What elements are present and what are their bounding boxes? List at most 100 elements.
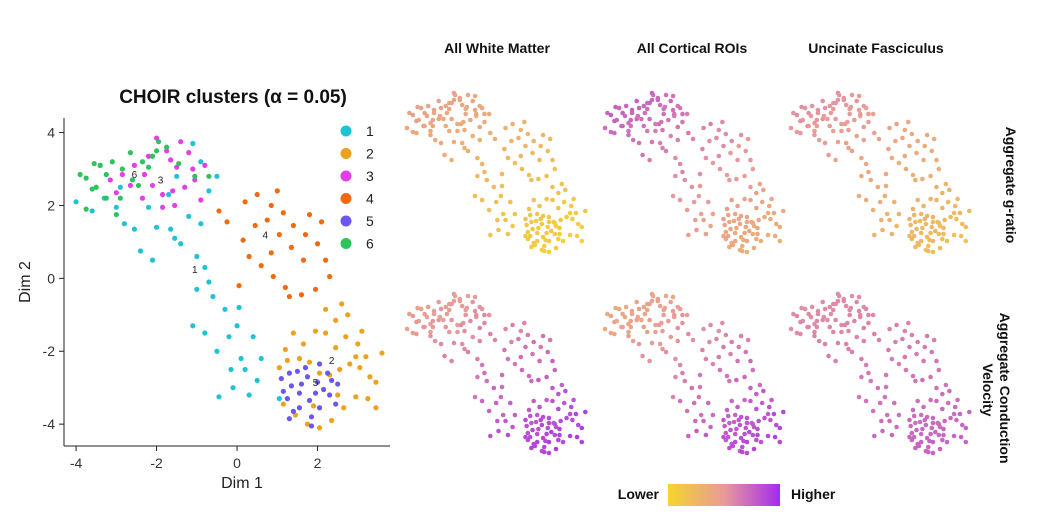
panel-point: [930, 415, 936, 421]
panel-point: [732, 211, 738, 217]
panel-point: [835, 139, 841, 145]
panel-point: [870, 111, 876, 117]
legend-label-1: 1: [366, 123, 374, 139]
cluster-5-point: [284, 396, 290, 402]
panel-point: [616, 105, 622, 111]
panel-point: [616, 306, 622, 312]
panel-point: [538, 417, 544, 423]
panel-point: [626, 128, 631, 134]
panel-point: [722, 423, 727, 429]
panel-point: [883, 171, 889, 177]
cluster-3-point: [168, 157, 174, 163]
panel-point: [884, 412, 890, 418]
panel-point: [505, 432, 511, 438]
panel-point: [698, 211, 704, 217]
panel-point: [889, 432, 895, 438]
panel-point: [649, 298, 655, 304]
panel-point: [884, 211, 890, 217]
panel-point: [743, 224, 749, 230]
panel-point: [533, 419, 539, 425]
panel-point: [530, 226, 535, 232]
cluster-4-point: [270, 273, 276, 280]
panel-point: [908, 423, 913, 429]
panel-point: [896, 211, 902, 217]
panel-point: [630, 137, 636, 143]
panel-point: [736, 417, 742, 423]
panel-point: [407, 110, 412, 116]
panel-point: [635, 113, 641, 119]
panel-point: [602, 326, 608, 332]
color-scale-high-label: Higher: [791, 486, 836, 502]
cluster-5-point: [298, 381, 305, 387]
cluster-2-point: [316, 370, 323, 376]
cluster-1-point: [89, 208, 95, 214]
panel-point: [442, 152, 447, 158]
panel-point: [845, 119, 850, 125]
panel-point: [442, 353, 447, 359]
panel-point: [822, 306, 828, 312]
cluster-6-point: [176, 160, 182, 167]
cluster-3-point: [178, 139, 184, 145]
cluster-1-point: [210, 293, 216, 300]
panel-point: [524, 222, 529, 228]
panel-point: [465, 148, 471, 154]
panel-point: [640, 353, 645, 359]
cluster-points: [73, 135, 385, 431]
panel-point: [861, 338, 867, 344]
x-tick-label: -4: [70, 455, 83, 471]
x-tick-label: 2: [314, 455, 322, 471]
panel-point: [772, 434, 778, 440]
panel-point: [914, 351, 919, 357]
panel-point: [556, 391, 561, 397]
panel-point: [921, 358, 926, 364]
panel-point: [836, 92, 842, 98]
panel-point: [777, 238, 783, 244]
cluster-2-point: [373, 405, 379, 411]
cluster-4-point: [286, 293, 292, 300]
panel-point: [544, 374, 549, 380]
panel-point: [479, 398, 485, 404]
panel-point: [902, 153, 908, 159]
panel-point: [689, 385, 695, 391]
panel-point: [963, 224, 969, 230]
panel-point: [735, 358, 740, 364]
legend-swatch-2: [340, 148, 352, 159]
panel-point: [826, 353, 831, 359]
panel-point: [918, 238, 924, 244]
panel-point: [530, 427, 535, 433]
panel-point: [830, 307, 836, 313]
panel-point: [866, 320, 871, 326]
panel-point: [731, 419, 737, 425]
panel-point: [697, 384, 703, 390]
panel-point: [749, 219, 754, 225]
panel-point: [755, 432, 760, 438]
panel-point: [626, 329, 631, 335]
cluster-3-point: [113, 190, 119, 196]
panel-point: [941, 231, 946, 237]
panel-point: [761, 187, 766, 193]
cluster-5-point: [316, 405, 323, 411]
panel-point: [524, 423, 529, 429]
cluster-4-point: [290, 222, 297, 229]
panel-point: [914, 150, 919, 156]
panel-point: [437, 113, 443, 119]
panel-point: [510, 424, 515, 430]
panel-point: [742, 431, 747, 437]
panel-point: [546, 219, 552, 225]
panel-point: [754, 236, 759, 242]
panel-point: [660, 145, 665, 151]
cluster-4-point: [327, 273, 333, 280]
panel-point: [488, 433, 493, 439]
panel-point: [694, 227, 699, 233]
panel-point: [958, 434, 964, 440]
panel-point: [660, 127, 665, 133]
cluster-2-point: [312, 328, 319, 334]
panel-point: [940, 391, 945, 397]
cluster-2-point: [363, 354, 369, 360]
panel-point: [415, 104, 420, 110]
panel-point: [921, 203, 926, 209]
panel-point: [477, 325, 483, 331]
panel-point: [465, 92, 471, 98]
panel-point: [488, 232, 493, 238]
cluster-1-point: [214, 173, 220, 179]
